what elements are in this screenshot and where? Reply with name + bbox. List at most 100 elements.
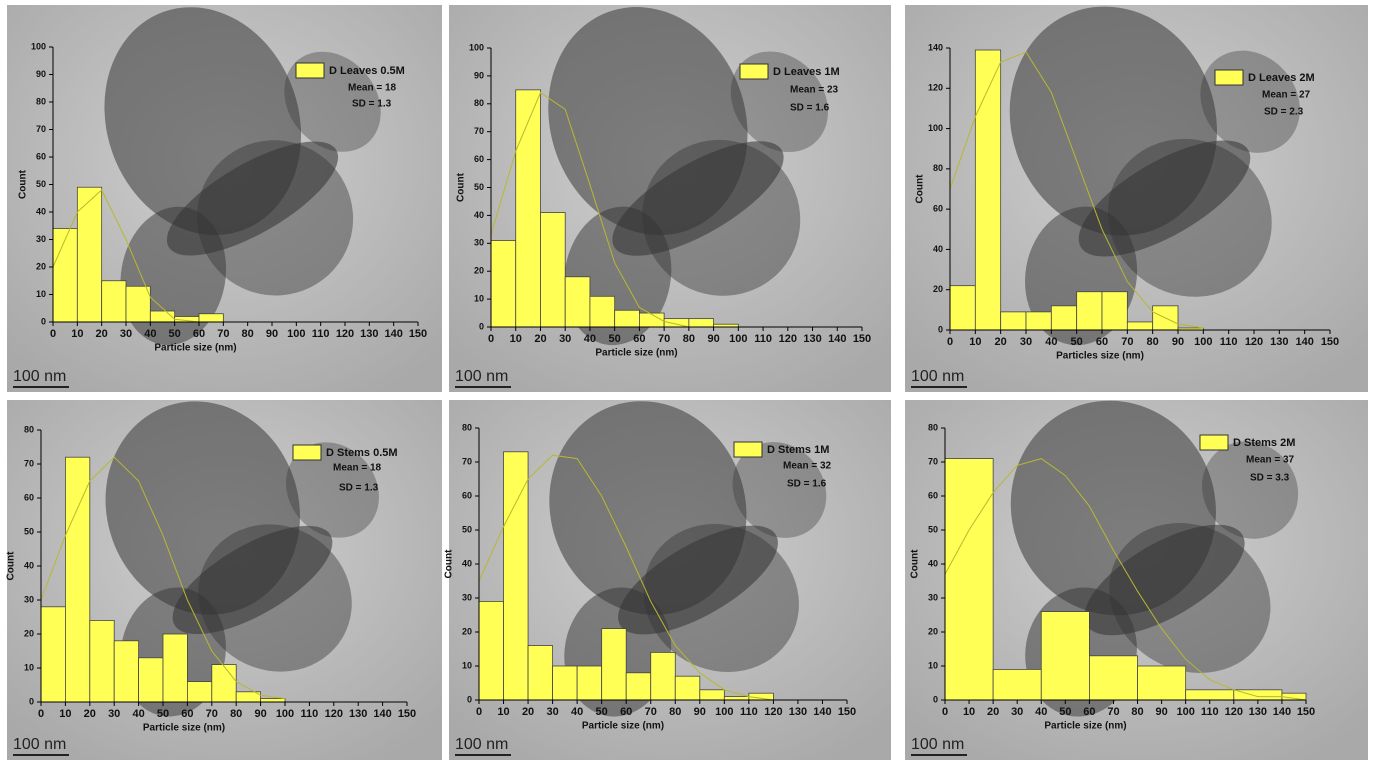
- y-tick-label: 100: [928, 123, 943, 133]
- y-tick-label: 60: [462, 490, 472, 500]
- bar: [993, 669, 1041, 700]
- x-tick-label: 10: [963, 706, 975, 718]
- annotation: Mean = 18: [348, 83, 397, 94]
- x-tick-label: 0: [38, 708, 44, 720]
- x-tick-label: 50: [1059, 706, 1071, 718]
- y-tick-label: 100: [31, 41, 46, 51]
- bar: [53, 229, 77, 323]
- y-axis-label: Count: [18, 169, 29, 199]
- x-tick-label: 80: [230, 708, 242, 720]
- bar: [516, 90, 541, 327]
- x-tick-label: 40: [144, 328, 156, 340]
- x-tick-label: 120: [1245, 336, 1263, 348]
- x-tick-label: 30: [546, 706, 558, 718]
- x-tick-label: 100: [729, 333, 747, 345]
- x-tick-label: 120: [779, 333, 797, 345]
- bar: [724, 697, 749, 700]
- y-tick-label: 80: [36, 96, 46, 106]
- x-tick-label: 100: [715, 706, 733, 718]
- legend-label: D Leaves 2M: [1248, 72, 1315, 84]
- y-tick-label: 50: [928, 524, 938, 534]
- bar: [491, 241, 516, 327]
- legend-label: D Stems 2M: [1233, 437, 1295, 449]
- x-tick-label: 100: [1176, 706, 1194, 718]
- bar: [479, 601, 504, 700]
- y-tick-label: 20: [462, 626, 472, 636]
- x-tick-label: 140: [1295, 336, 1313, 348]
- bar: [950, 286, 975, 330]
- y-tick-label: 70: [36, 124, 46, 134]
- bar: [504, 452, 529, 700]
- y-tick-label: 30: [36, 234, 46, 244]
- bar: [1186, 690, 1234, 700]
- y-tick-label: 40: [36, 206, 46, 216]
- x-tick-label: 20: [84, 708, 96, 720]
- x-tick-label: 0: [50, 328, 56, 340]
- bar: [114, 641, 138, 702]
- x-tick-label: 30: [559, 333, 571, 345]
- x-tick-label: 70: [645, 706, 657, 718]
- bar: [590, 296, 615, 327]
- x-tick-label: 80: [669, 706, 681, 718]
- bar: [975, 50, 1000, 330]
- x-tick-label: 0: [488, 333, 494, 345]
- x-tick-label: 50: [596, 706, 608, 718]
- bar: [1077, 292, 1102, 330]
- x-tick-label: 40: [1045, 336, 1057, 348]
- x-tick-label: 80: [1147, 336, 1159, 348]
- x-axis-label: Particle size (nm): [582, 721, 664, 732]
- y-tick-label: 70: [474, 126, 484, 136]
- bar: [651, 652, 676, 700]
- x-tick-label: 0: [942, 706, 948, 718]
- y-tick-label: 0: [479, 321, 484, 331]
- x-tick-label: 130: [803, 333, 821, 345]
- x-axis-label: Particle size (nm): [1044, 721, 1126, 732]
- x-tick-label: 110: [1201, 706, 1219, 718]
- x-axis-label: Particles size (nm): [1056, 351, 1144, 362]
- y-tick-label: 0: [29, 696, 34, 706]
- x-axis-label: Particle size (nm): [595, 348, 677, 359]
- legend-label: D Stems 0.5M: [326, 447, 398, 459]
- y-tick-label: 20: [24, 628, 34, 638]
- bar: [199, 314, 223, 322]
- x-tick-label: 40: [584, 333, 596, 345]
- y-tick-label: 40: [928, 558, 938, 568]
- x-tick-label: 30: [1011, 706, 1023, 718]
- y-tick-label: 10: [24, 662, 34, 672]
- bar: [528, 646, 553, 700]
- x-tick-label: 60: [633, 333, 645, 345]
- scale-label: 100 nm: [911, 368, 964, 385]
- bar: [749, 693, 774, 700]
- bar: [565, 277, 590, 327]
- x-tick-label: 140: [373, 708, 391, 720]
- y-tick-label: 80: [474, 98, 484, 108]
- x-tick-label: 110: [754, 333, 772, 345]
- y-tick-label: 60: [474, 154, 484, 164]
- x-tick-label: 80: [242, 328, 254, 340]
- x-tick-label: 60: [1083, 706, 1095, 718]
- bar: [90, 620, 114, 702]
- x-tick-label: 70: [206, 708, 218, 720]
- bar: [102, 281, 126, 322]
- y-tick-label: 90: [474, 70, 484, 80]
- x-tick-label: 110: [1220, 336, 1238, 348]
- y-tick-label: 30: [24, 594, 34, 604]
- x-tick-label: 50: [157, 708, 169, 720]
- bar: [602, 629, 627, 700]
- x-tick-label: 30: [120, 328, 132, 340]
- y-tick-label: 40: [24, 560, 34, 570]
- y-tick-label: 30: [928, 592, 938, 602]
- bar: [700, 690, 725, 700]
- bar: [626, 673, 651, 700]
- x-tick-label: 20: [96, 328, 108, 340]
- panel: 0102030405060708090100110120130140150010…: [449, 0, 891, 392]
- x-tick-label: 70: [658, 333, 670, 345]
- y-tick-label: 20: [928, 626, 938, 636]
- y-tick-label: 50: [36, 179, 46, 189]
- y-tick-label: 10: [462, 660, 472, 670]
- scale-label: 100 nm: [455, 736, 508, 753]
- annotation: SD = 1.6: [787, 479, 827, 490]
- bar: [540, 213, 565, 327]
- x-tick-label: 100: [287, 328, 305, 340]
- x-tick-label: 90: [1155, 706, 1167, 718]
